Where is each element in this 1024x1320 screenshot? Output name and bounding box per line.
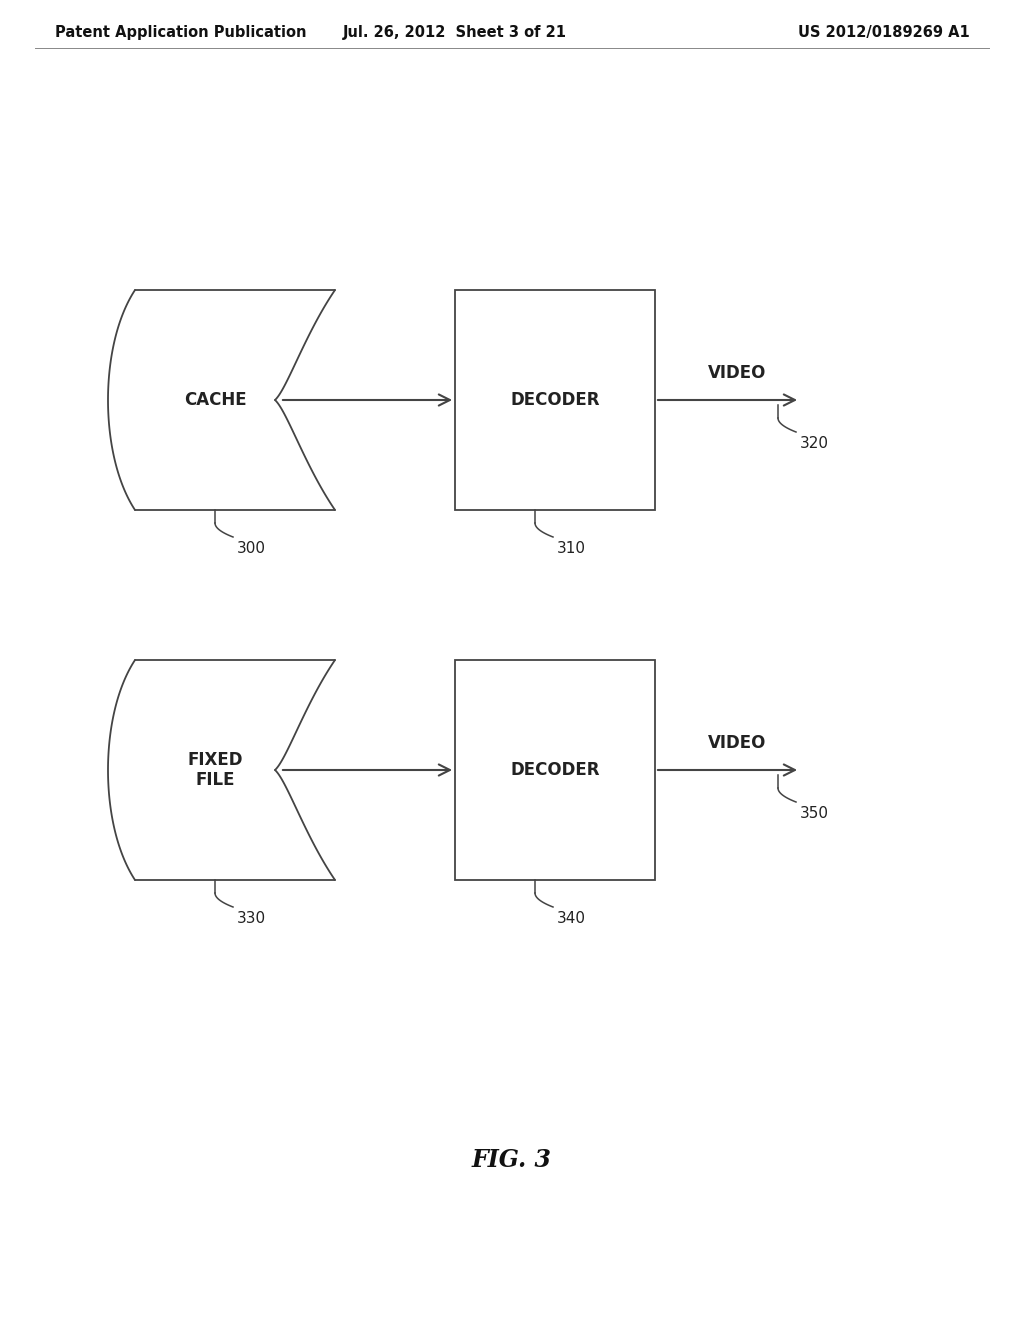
Text: 330: 330 (237, 911, 266, 927)
Text: US 2012/0189269 A1: US 2012/0189269 A1 (799, 25, 970, 40)
Text: VIDEO: VIDEO (709, 734, 767, 752)
Text: VIDEO: VIDEO (709, 364, 767, 381)
Text: 340: 340 (557, 911, 586, 927)
Text: Jul. 26, 2012  Sheet 3 of 21: Jul. 26, 2012 Sheet 3 of 21 (343, 25, 567, 40)
Text: 350: 350 (800, 807, 829, 821)
Text: 320: 320 (800, 436, 829, 451)
Text: DECODER: DECODER (510, 762, 600, 779)
Text: DECODER: DECODER (510, 391, 600, 409)
Text: Patent Application Publication: Patent Application Publication (55, 25, 306, 40)
Text: 310: 310 (557, 541, 586, 556)
Text: 300: 300 (237, 541, 266, 556)
Bar (455, 290, 655, 510)
Text: FIG. 3: FIG. 3 (472, 1148, 552, 1172)
Bar (455, 660, 655, 880)
Text: CACHE: CACHE (183, 391, 247, 409)
Text: FIXED
FILE: FIXED FILE (187, 751, 243, 789)
